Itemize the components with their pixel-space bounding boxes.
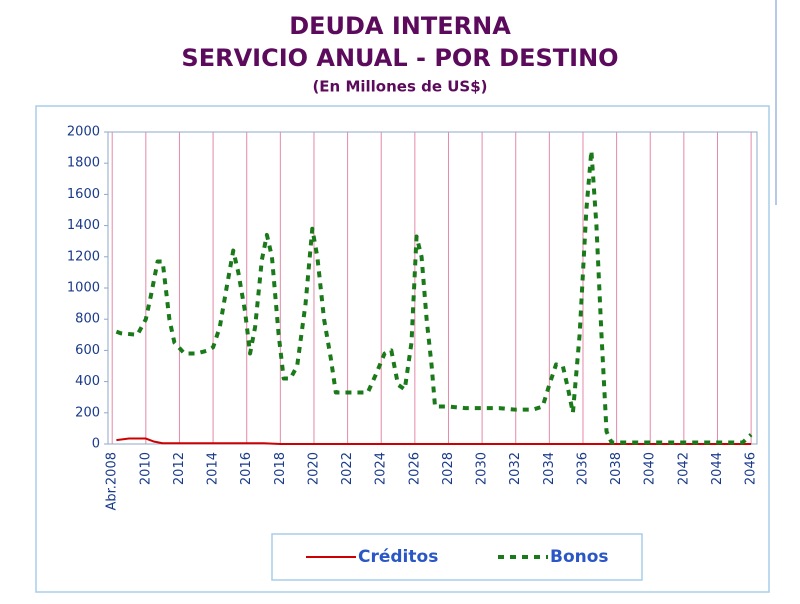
- x-tick-label: 2034: [542, 452, 557, 485]
- x-tick-label: 2042: [676, 452, 691, 485]
- x-tick-label: 2036: [575, 452, 590, 485]
- x-tick-label: 2016: [239, 452, 254, 485]
- x-tick-label: 2040: [643, 452, 658, 485]
- y-tick-label: 400: [75, 374, 100, 389]
- y-tick-label: 200: [75, 405, 100, 420]
- x-tick-label: 2026: [407, 452, 422, 485]
- x-tick-label: 2014: [206, 452, 221, 485]
- series-line: [116, 437, 752, 445]
- x-tick-label: 2012: [172, 452, 187, 485]
- y-tick-label: 800: [75, 312, 100, 327]
- chart-subtitle: SERVICIO ANUAL - POR DESTINO: [181, 44, 618, 72]
- y-tick-label: 600: [75, 343, 100, 358]
- y-tick-label: 0: [92, 437, 100, 452]
- x-tick-label: 2044: [710, 452, 725, 485]
- y-tick-label: 2000: [67, 125, 100, 140]
- x-tick-label: 2010: [138, 452, 153, 485]
- y-tick-label: 1800: [67, 156, 100, 171]
- y-tick-label: 1000: [67, 281, 100, 296]
- y-tick-label: 1200: [67, 249, 100, 264]
- x-tick-label: 2032: [508, 452, 523, 485]
- x-tick-label: 2038: [609, 452, 624, 485]
- series-line: [115, 148, 753, 445]
- y-tick-label: 1600: [67, 187, 100, 202]
- y-tick-label: 1400: [67, 218, 100, 233]
- plot-area: [107, 131, 758, 445]
- x-tick-label: 2020: [306, 452, 321, 485]
- chart-title: DEUDA INTERNA: [289, 12, 511, 40]
- x-tick-label: 2018: [273, 452, 288, 485]
- legend-label: Créditos: [358, 547, 438, 567]
- x-tick-label: 2022: [340, 452, 355, 485]
- x-tick-label: 2028: [441, 452, 456, 485]
- legend-label: Bonos: [550, 547, 609, 567]
- x-tick-label: 2046: [744, 452, 759, 485]
- unit-note: (En Millones de US$): [312, 78, 487, 96]
- x-tick-label: Abr.2008: [105, 452, 120, 511]
- x-tick-label: 2024: [374, 452, 389, 485]
- x-tick-label: 2030: [475, 452, 490, 485]
